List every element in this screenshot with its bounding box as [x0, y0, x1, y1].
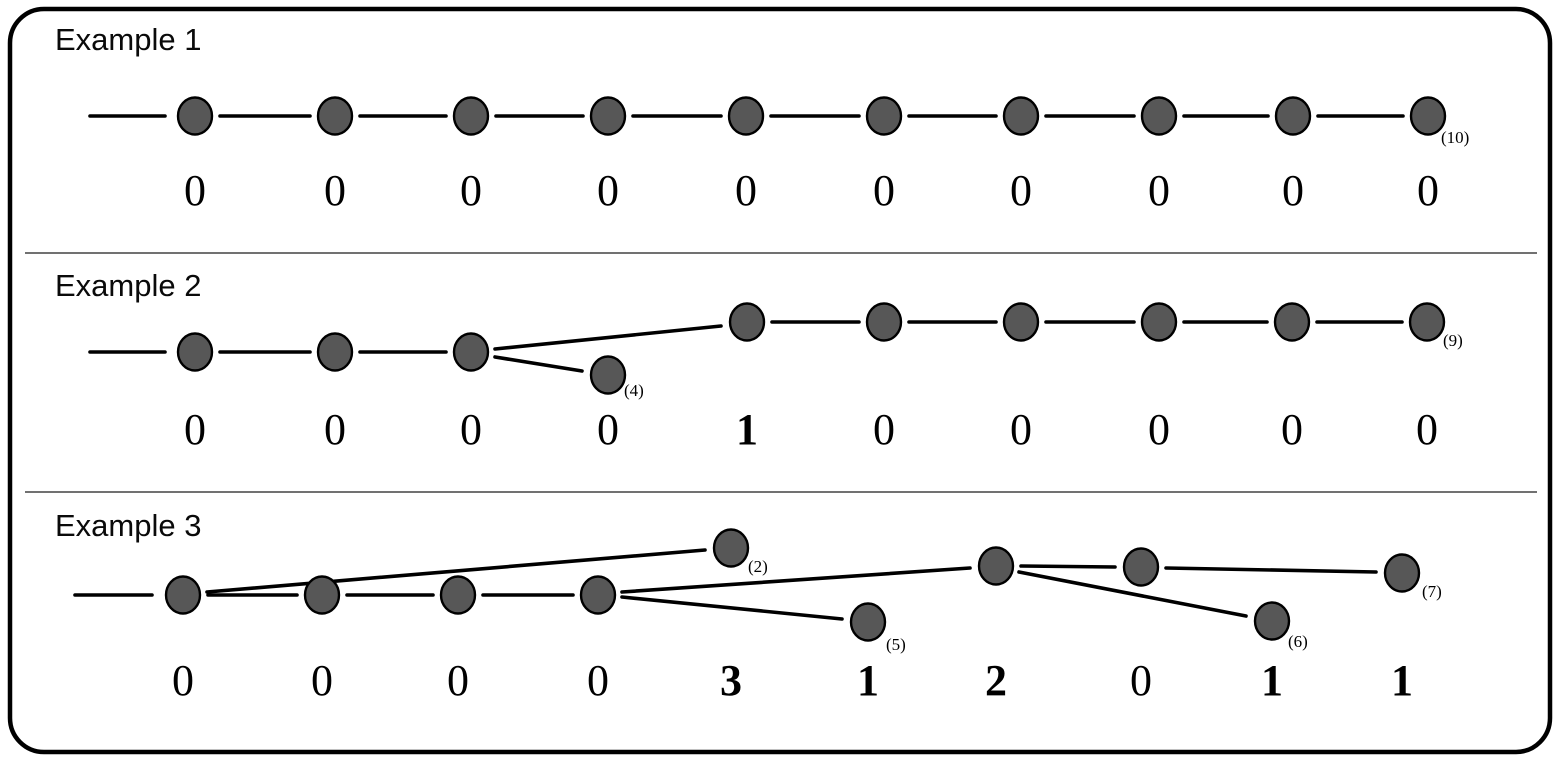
- graph-edge: [493, 355, 584, 373]
- example-title: Example 2: [55, 268, 201, 303]
- node-value: 0: [184, 405, 206, 454]
- node-value: 0: [1148, 166, 1170, 215]
- graph-node: [728, 302, 766, 342]
- example-title: Example 3: [55, 508, 201, 543]
- node-value: 0: [597, 166, 619, 215]
- graph-node: [1408, 302, 1446, 342]
- node-value: 1: [1261, 656, 1283, 705]
- node-value: 0: [735, 166, 757, 215]
- graph-node: [865, 302, 903, 342]
- node-value: 0: [447, 656, 469, 705]
- node-id-label: (6): [1288, 632, 1308, 651]
- node-value: 0: [1417, 166, 1439, 215]
- node-value: 0: [184, 166, 206, 215]
- graph-node: [1273, 302, 1311, 342]
- node-value: 0: [1010, 166, 1032, 215]
- graph-node: [865, 96, 903, 136]
- graph-edge: [620, 595, 844, 621]
- graph-edge: [620, 566, 972, 594]
- graph-node: [452, 332, 490, 372]
- graph-edge: [493, 324, 723, 351]
- figure-frame: [7, 6, 1553, 755]
- node-value: 0: [1416, 405, 1438, 454]
- graph-node: [316, 96, 354, 136]
- graph-edge: [1019, 564, 1117, 569]
- node-id-label: (7): [1422, 582, 1442, 601]
- node-value: 0: [1130, 656, 1152, 705]
- graph-node: [303, 575, 341, 615]
- example-group-1: Example 1(10)0 0 0 0 0 0 0 0 0 0: [55, 22, 1469, 215]
- node-id-label: (10): [1441, 128, 1469, 147]
- graph-node: [1140, 96, 1178, 136]
- example-group-3: Example 3 (2) (5) (6) (7) 0 0 0 0 3 1 2 0 1 1: [55, 508, 1442, 705]
- graph-node: [579, 575, 617, 615]
- node-value: 1: [736, 405, 758, 454]
- node-value: 1: [857, 656, 879, 705]
- node-value: 0: [324, 405, 346, 454]
- node-value: 0: [1281, 405, 1303, 454]
- node-id-label: (4): [624, 381, 644, 400]
- node-id-label: (9): [1443, 331, 1463, 350]
- graph-node: [1253, 601, 1291, 641]
- graph-node: [176, 96, 214, 136]
- node-value: 0: [172, 656, 194, 705]
- node-value: 0: [324, 166, 346, 215]
- node-value: 0: [873, 166, 895, 215]
- example-group-2: Example 2 (4) (9) 0 0 0 0 1 0 0 0 0 0: [55, 268, 1463, 454]
- graph-node: [589, 96, 627, 136]
- graph-edge: [205, 548, 707, 594]
- node-value: 2: [985, 656, 1007, 705]
- node-id-label: (2): [748, 557, 768, 576]
- figure-border: [7, 6, 1553, 755]
- graph-node: [727, 96, 765, 136]
- graph-node: [1002, 96, 1040, 136]
- node-value: 0: [873, 405, 895, 454]
- graph-node: [1383, 553, 1421, 593]
- graph-edge: [1164, 566, 1378, 574]
- node-value: 0: [460, 166, 482, 215]
- node-value: 0: [587, 656, 609, 705]
- graph-node: [1409, 96, 1447, 136]
- graph-node: [712, 528, 750, 568]
- graph-node: [176, 332, 214, 372]
- graph-node: [1274, 96, 1312, 136]
- graph-node: [316, 332, 354, 372]
- graph-node: [452, 96, 490, 136]
- graph-node: [439, 575, 477, 615]
- graph-node: [849, 602, 887, 642]
- example-title: Example 1: [55, 22, 201, 57]
- node-value: 0: [1282, 166, 1304, 215]
- node-value: 3: [720, 656, 742, 705]
- graph-edge: [1017, 570, 1248, 618]
- graph-node: [164, 575, 202, 615]
- node-value: 0: [311, 656, 333, 705]
- node-value: 0: [460, 405, 482, 454]
- node-value: 0: [597, 405, 619, 454]
- graph-node: [1002, 302, 1040, 342]
- graph-node: [977, 546, 1015, 586]
- graph-node: [1140, 302, 1178, 342]
- node-value: 1: [1391, 656, 1413, 705]
- graph-node: [589, 355, 627, 395]
- node-value: 0: [1148, 405, 1170, 454]
- node-value: 0: [1010, 405, 1032, 454]
- graph-node: [1122, 547, 1160, 587]
- node-id-label: (5): [886, 635, 906, 654]
